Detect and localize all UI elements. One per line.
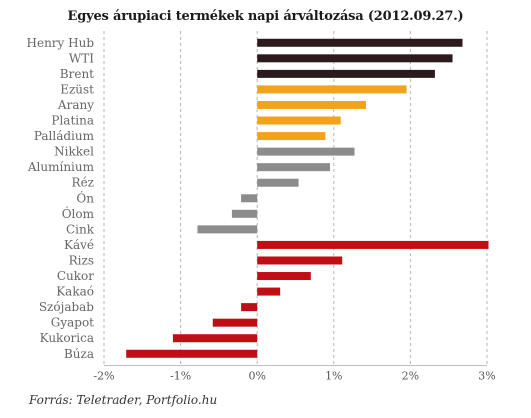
- category-label: Kukorica: [40, 331, 94, 345]
- x-tick-label: 3%: [478, 370, 495, 383]
- category-label: Cink: [66, 222, 95, 236]
- source-note: Forrás: Teletrader, Portfolio.hu: [29, 393, 218, 407]
- bar: [257, 287, 281, 296]
- category-label: Henry Hub: [27, 36, 95, 50]
- category-label: WTI: [69, 51, 94, 65]
- bar: [231, 209, 258, 218]
- category-label: Ezüst: [60, 82, 94, 96]
- bar: [197, 225, 258, 234]
- bar: [212, 318, 258, 327]
- bar: [257, 100, 366, 109]
- x-tick-label: 2%: [402, 370, 419, 383]
- category-label: Ólom: [62, 205, 95, 221]
- chart-title: Egyes árupiaci termékek napi árváltozása…: [67, 9, 464, 24]
- category-label: Búza: [64, 347, 94, 361]
- bar: [126, 349, 258, 358]
- bar: [257, 132, 326, 141]
- bar: [241, 303, 258, 312]
- x-tick-label: -1%: [170, 370, 191, 383]
- bar: [257, 147, 355, 156]
- category-label: Réz: [72, 176, 94, 190]
- category-label: Alumínium: [27, 160, 95, 174]
- bar: [257, 163, 330, 172]
- bar: [257, 38, 463, 47]
- bar: [257, 272, 311, 281]
- bar: [257, 69, 435, 78]
- bar: [257, 178, 299, 187]
- category-label: Cukor: [57, 269, 94, 283]
- bar: [257, 54, 453, 63]
- category-label: Nikkel: [54, 145, 94, 159]
- x-tick-label: 0%: [248, 370, 265, 383]
- bar: [241, 194, 258, 203]
- bar: [257, 116, 341, 125]
- x-tick-label: 1%: [325, 370, 342, 383]
- category-label: Brent: [60, 67, 94, 81]
- category-label: Ón: [76, 189, 94, 205]
- bar: [172, 334, 258, 343]
- category-label: Kávé: [64, 238, 94, 252]
- category-label: Gyapot: [51, 316, 94, 330]
- category-label: Kakaó: [56, 285, 94, 299]
- category-label: Arany: [57, 98, 94, 112]
- bar: [257, 85, 407, 94]
- x-tick-label: -2%: [93, 370, 114, 383]
- category-label: Platina: [51, 114, 94, 128]
- category-label: Rizs: [69, 253, 94, 267]
- bar: [257, 240, 489, 249]
- category-label: Szójabab: [39, 300, 94, 314]
- bar: [257, 256, 343, 265]
- category-label: Palládium: [34, 129, 95, 143]
